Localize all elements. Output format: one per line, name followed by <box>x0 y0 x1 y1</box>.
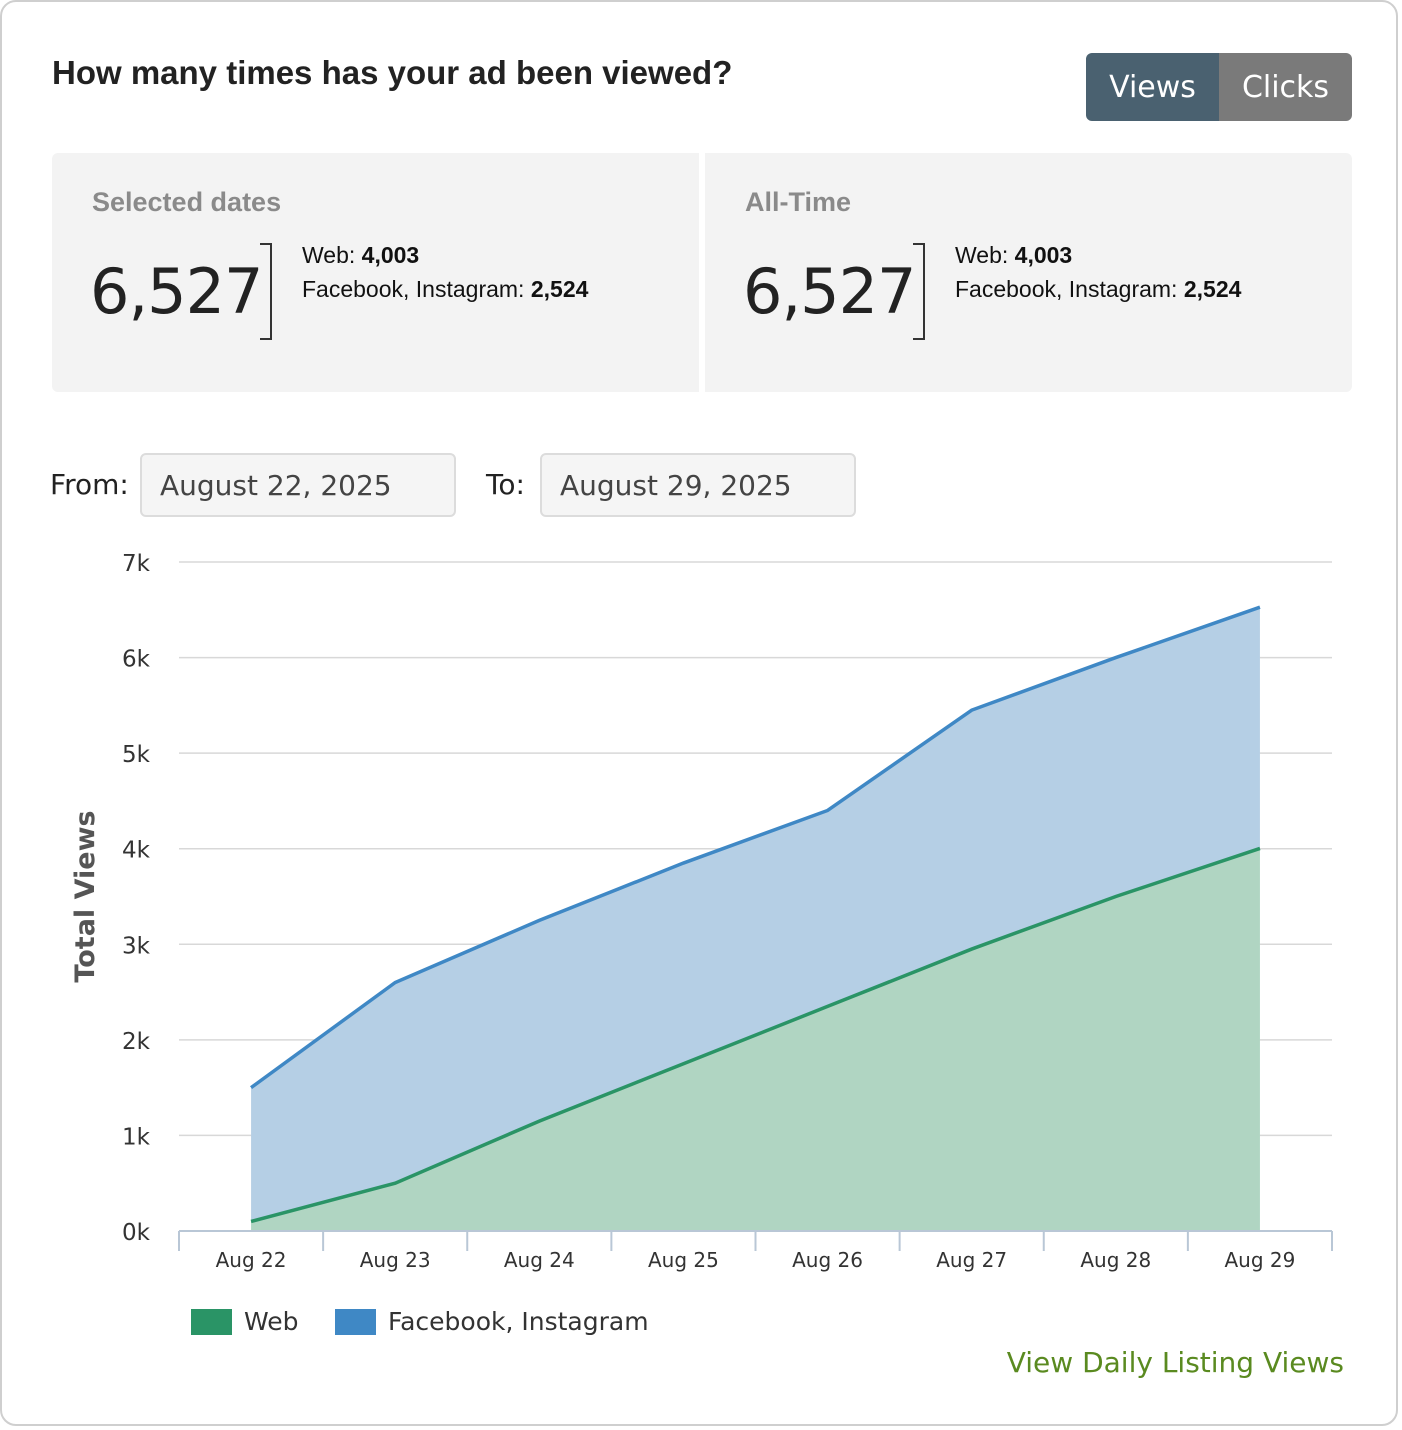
to-label: To: <box>486 468 525 501</box>
series-area-facebook-instagram <box>251 607 1260 1222</box>
views-button[interactable]: Views <box>1086 53 1219 121</box>
all-time-label: All-Time <box>745 187 852 217</box>
all-time-panel: All-Time 6,527 Web: 4,003 Facebook, Inst… <box>705 153 1352 392</box>
y-tick-label: 2k <box>122 1029 151 1055</box>
web-value: 4,003 <box>1014 242 1073 268</box>
alltime-social-line: Facebook, Instagram: 2,524 <box>955 276 1241 303</box>
y-tick-label: 6k <box>122 647 151 673</box>
from-label: From: <box>50 468 129 501</box>
legend-label-web: Web <box>244 1307 299 1336</box>
selected-social-line: Facebook, Instagram: 2,524 <box>302 276 588 303</box>
web-label: Web: <box>955 242 1009 268</box>
page-title: How many times has your ad been viewed? <box>52 54 733 91</box>
bracket-divider <box>913 243 925 340</box>
views-clicks-toggle: Views Clicks <box>1086 53 1352 121</box>
from-date-input[interactable] <box>140 453 456 517</box>
legend-swatch-social <box>335 1308 376 1335</box>
y-tick-label: 4k <box>122 838 151 864</box>
web-label: Web: <box>302 242 356 268</box>
selected-dates-total: 6,527 <box>90 255 263 328</box>
y-axis-title: Total Views <box>70 810 101 982</box>
y-tick-label: 3k <box>122 933 151 959</box>
clicks-button[interactable]: Clicks <box>1219 53 1352 121</box>
x-tick-label: Aug 24 <box>504 1248 575 1272</box>
legend-swatch-web <box>191 1308 232 1335</box>
series-area-web <box>251 848 1260 1231</box>
all-time-total: 6,527 <box>743 255 916 328</box>
social-value: 2,524 <box>1183 276 1242 302</box>
x-tick-label: Aug 29 <box>1225 1248 1296 1272</box>
web-value: 4,003 <box>361 242 420 268</box>
social-label: Facebook, Instagram: <box>302 276 525 302</box>
legend-item-social[interactable]: Facebook, Instagram <box>335 1307 649 1336</box>
legend-item-web[interactable]: Web <box>191 1307 299 1336</box>
selected-web-line: Web: 4,003 <box>302 242 419 269</box>
legend-label-social: Facebook, Instagram <box>388 1307 649 1336</box>
alltime-web-line: Web: 4,003 <box>955 242 1072 269</box>
x-tick-label: Aug 26 <box>792 1248 863 1272</box>
social-label: Facebook, Instagram: <box>955 276 1178 302</box>
series-line-web <box>250 846 1261 1224</box>
selected-dates-panel: Selected dates 6,527 Web: 4,003 Facebook… <box>52 153 699 392</box>
views-area-chart: 0k 1k 2k 3k 4k 5k 6k 7k Aug 22 Aug 23 Aug 24 Aug 25… <box>70 551 1333 1272</box>
social-value: 2,524 <box>530 276 589 302</box>
x-tick-label: Aug 22 <box>216 1248 287 1272</box>
x-tick-label: Aug 25 <box>648 1248 719 1272</box>
y-tick-label: 7k <box>122 551 151 577</box>
bracket-divider <box>260 243 272 340</box>
series-line-facebook-instagram <box>250 605 1261 1090</box>
y-tick-label: 1k <box>122 1124 151 1150</box>
y-tick-label: 5k <box>122 742 151 768</box>
x-tick-label: Aug 27 <box>936 1248 1007 1272</box>
x-tick-label: Aug 28 <box>1080 1248 1151 1272</box>
x-tick-label: Aug 23 <box>360 1248 431 1272</box>
to-date-input[interactable] <box>540 453 856 517</box>
selected-dates-label: Selected dates <box>92 187 282 217</box>
y-tick-label: 0k <box>122 1220 151 1246</box>
view-daily-listing-views-link[interactable]: View Daily Listing Views <box>1006 1346 1344 1379</box>
